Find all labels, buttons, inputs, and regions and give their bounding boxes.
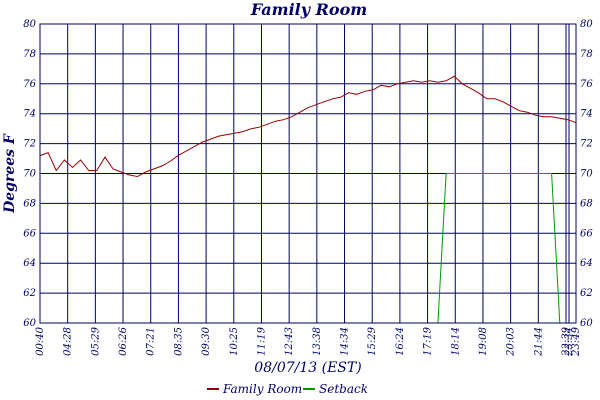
chart-title: Family Room xyxy=(250,0,367,19)
x-tick-label: 13:38 xyxy=(312,327,323,356)
x-tick-label: 09:30 xyxy=(201,326,212,355)
y-tick-label-right: 60 xyxy=(580,318,593,329)
x-axis-label: 08/07/13 (EST) xyxy=(254,360,361,376)
x-tick-label: 21:44 xyxy=(533,327,544,357)
x-tick-label: 16:24 xyxy=(395,327,406,356)
y-tick-label-left: 60 xyxy=(23,318,36,329)
y-tick-label-left: 72 xyxy=(23,139,36,150)
x-tick-label: 18:14 xyxy=(450,327,461,356)
x-tick-label: 08:35 xyxy=(173,327,184,356)
y-tick-label-right: 62 xyxy=(580,288,593,299)
x-tick-label: 15:29 xyxy=(367,326,378,355)
legend-item: Setback xyxy=(303,382,368,396)
x-tick-label: 20:03 xyxy=(506,327,517,357)
plot-border xyxy=(39,23,577,324)
y-tick-label-right: 76 xyxy=(580,79,593,90)
y-tick-label-left: 74 xyxy=(23,109,36,120)
x-tick-label: 19:08 xyxy=(478,327,489,356)
x-tick-label: 11:19 xyxy=(256,326,267,355)
y-tick-label-left: 62 xyxy=(23,288,36,299)
y-tick-label-left: 70 xyxy=(23,169,36,180)
x-tick-label: 04:28 xyxy=(63,327,74,356)
y-tick-labels-left: 60 62 64 66 68 70 72 74 76 78 80 xyxy=(23,19,36,329)
series-line-setback xyxy=(40,173,576,324)
y-tick-label-right: 80 xyxy=(580,19,593,30)
x-tick-label: 12:43 xyxy=(284,327,295,356)
y-tick-label-left: 64 xyxy=(23,258,36,269)
x-tick-label: 23:49 xyxy=(571,326,582,356)
x-tick-labels: 00:40 04:28 05:29 06:26 07:21 08:35 09:30 10:25… xyxy=(35,326,582,356)
x-tick-label: 14:34 xyxy=(340,327,351,356)
y-tick-label-right: 66 xyxy=(580,228,593,239)
series-line-family-room xyxy=(39,75,577,178)
y-tick-label-left: 68 xyxy=(23,198,36,209)
y-tick-label-left: 80 xyxy=(23,19,36,30)
legend: Family Room Setback xyxy=(207,382,368,396)
x-tick-label: 23:34 xyxy=(564,327,575,357)
x-tick-label: 00:40 xyxy=(35,326,46,355)
x-tick-label: 22:39 xyxy=(561,326,572,356)
y-tick-label-right: 72 xyxy=(580,139,593,150)
legend-label: Setback xyxy=(319,382,368,396)
legend-item: Family Room xyxy=(207,382,302,396)
y-tick-labels-right: 60 62 64 66 68 70 72 74 76 78 80 xyxy=(580,19,593,329)
legend-label: Family Room xyxy=(222,382,302,396)
x-tick-label: 10:25 xyxy=(229,327,240,356)
x-tick-label: 07:21 xyxy=(146,327,157,356)
y-axis-label: Degrees F xyxy=(2,133,18,214)
y-tick-label-right: 78 xyxy=(580,49,593,60)
y-tick-label-right: 68 xyxy=(580,198,593,209)
y-tick-label-left: 76 xyxy=(23,79,36,90)
y-tick-label-right: 70 xyxy=(580,169,593,180)
y-tick-label-right: 74 xyxy=(580,109,593,120)
y-tick-label-left: 78 xyxy=(23,49,36,60)
x-tick-label: 05:29 xyxy=(90,326,101,355)
x-tick-label: 17:19 xyxy=(423,326,434,355)
y-tick-label-left: 66 xyxy=(23,228,36,239)
y-tick-label-right: 64 xyxy=(580,258,593,269)
x-tick-label: 06:26 xyxy=(118,326,129,355)
